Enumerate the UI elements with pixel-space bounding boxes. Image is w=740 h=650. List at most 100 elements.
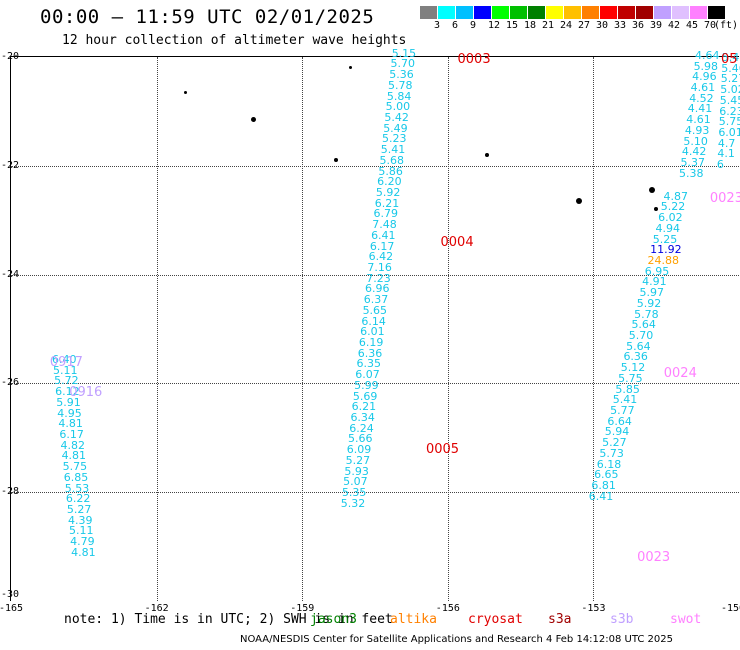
swh-value: 6.35	[356, 357, 382, 371]
page-title: 00:00 — 11:59 UTC 02/01/2025	[40, 6, 375, 28]
swh-value: 5.85	[615, 382, 640, 396]
swh-value: 4.81	[61, 449, 87, 463]
swh-value: 4.91	[642, 275, 667, 289]
satellite-legend-item: s3b	[610, 612, 634, 627]
scale-swatch	[672, 6, 689, 19]
island-marker	[654, 207, 659, 212]
island-marker	[349, 66, 353, 70]
island-marker	[484, 152, 489, 157]
swh-value: 6.85	[63, 470, 89, 484]
wave-height-map: -165 -162 -159 -156 -153 -150 -20 -22 -24 -26 -28 -…	[0, 48, 740, 614]
swh-value: 7.23	[366, 271, 391, 285]
swh-value: 4.1	[717, 147, 735, 161]
scale-label: 27	[578, 20, 591, 31]
lat-tick-label: -30	[1, 589, 20, 600]
swh-value: 6.81	[591, 479, 616, 493]
swh-value: 6.01	[718, 126, 740, 140]
swh-value: 5.75	[718, 115, 740, 129]
scale-label: 9	[470, 20, 477, 31]
swh-value: 6.37	[363, 293, 389, 307]
swh-value: 6.65	[594, 468, 619, 482]
swh-value: 5.70	[628, 329, 654, 343]
swh-value: 5.69	[352, 389, 378, 403]
swh-value: 5.27	[66, 502, 92, 516]
swh-value: 6.21	[374, 196, 400, 210]
swh-value: 6.17	[59, 427, 84, 441]
swh-value: 5.15	[391, 46, 417, 60]
lat-tick-label: -26	[1, 377, 20, 389]
swh-value: 7.48	[372, 218, 397, 232]
swh-value: 5.22	[660, 200, 686, 214]
swh-value: 6.20	[377, 175, 402, 189]
swh-value: 5.64	[631, 318, 656, 332]
swh-value: 6.19	[358, 336, 384, 349]
swh-value: 4.52	[689, 91, 714, 105]
pass-label: 0023	[709, 191, 740, 207]
swh-value: 5.07	[343, 475, 368, 489]
swh-value: 5.64	[626, 339, 651, 353]
swh-value: 5.75	[618, 371, 643, 385]
lon-tick-label: -150	[721, 603, 740, 614]
scale-swatch	[690, 6, 707, 19]
lat-tick-label: -24	[1, 268, 20, 280]
swh-value: 5.42	[384, 110, 409, 124]
swh-value: 6.23	[719, 104, 740, 118]
swh-value: 5.36	[389, 68, 414, 82]
pass-label: 0917	[49, 354, 83, 370]
pass-label: 05	[721, 51, 738, 67]
swh-value: 5.53	[64, 481, 90, 495]
swh-value: 5.11	[69, 524, 94, 538]
scale-label: 21	[542, 20, 555, 31]
swh-value: 4.81	[71, 545, 96, 559]
scale-swatch	[582, 6, 599, 19]
grid-line-lon	[156, 57, 158, 601]
swh-value: 5.75	[62, 460, 88, 474]
swh-value: 6.24	[349, 421, 374, 435]
scale-label: 45	[686, 20, 699, 31]
swh-value: 6.21	[351, 400, 377, 414]
island-marker	[575, 198, 582, 205]
swh-value: 5.84	[386, 89, 412, 103]
lon-tick-label: -156	[435, 603, 460, 614]
swh-value: 6.40	[51, 352, 77, 366]
scale-swatch	[564, 6, 581, 19]
swh-value: 5.00	[385, 100, 411, 114]
grid-line-lon	[447, 57, 449, 601]
credit-line: NOAA/NESDIS Center for Satellite Applica…	[240, 634, 673, 645]
swh-value: 4.7	[717, 136, 736, 150]
scale-swatch	[492, 6, 509, 19]
scale-swatch	[600, 6, 617, 19]
swh-value: 6.79	[373, 207, 398, 221]
swh-value: 4.93	[684, 123, 710, 137]
swh-value: 6.17	[369, 239, 395, 253]
scale-swatch	[654, 6, 671, 19]
swh-value: 4.95	[57, 406, 82, 420]
scale-label: 18	[524, 20, 537, 31]
lon-tick-label: -165	[0, 603, 24, 614]
swh-value: 5.35	[341, 486, 367, 500]
grid-line-lat	[11, 383, 739, 385]
satellite-legend-item: jason3	[310, 612, 357, 627]
swh-value: 5.78	[388, 78, 413, 92]
swh-value: 6.41	[371, 228, 396, 242]
swh-value: 4.61	[690, 80, 716, 94]
lon-tick-label: -162	[144, 603, 169, 614]
lat-tick-label: -28	[1, 486, 20, 498]
satellite-legend-item: cryosat	[468, 612, 523, 627]
swh-value: 5.78	[634, 307, 659, 321]
swh-value: 6.41	[588, 489, 614, 503]
scale-swatch	[474, 6, 491, 19]
scale-label: 36	[632, 20, 645, 31]
lon-tick-label: -153	[581, 603, 606, 614]
pass-label: 0004	[440, 234, 474, 250]
swh-value: 5.10	[683, 134, 708, 148]
scale-swatch	[456, 6, 473, 19]
swh-value: 5.45	[719, 93, 740, 107]
swh-value: 5.41	[612, 393, 638, 407]
swh-value: 5.70	[390, 57, 415, 71]
scale-label: 42	[668, 20, 681, 31]
scale-swatch	[438, 6, 455, 19]
swh-value: 5.94	[604, 425, 630, 439]
swh-value: 6	[716, 158, 724, 172]
grid-line-lat	[11, 165, 739, 167]
